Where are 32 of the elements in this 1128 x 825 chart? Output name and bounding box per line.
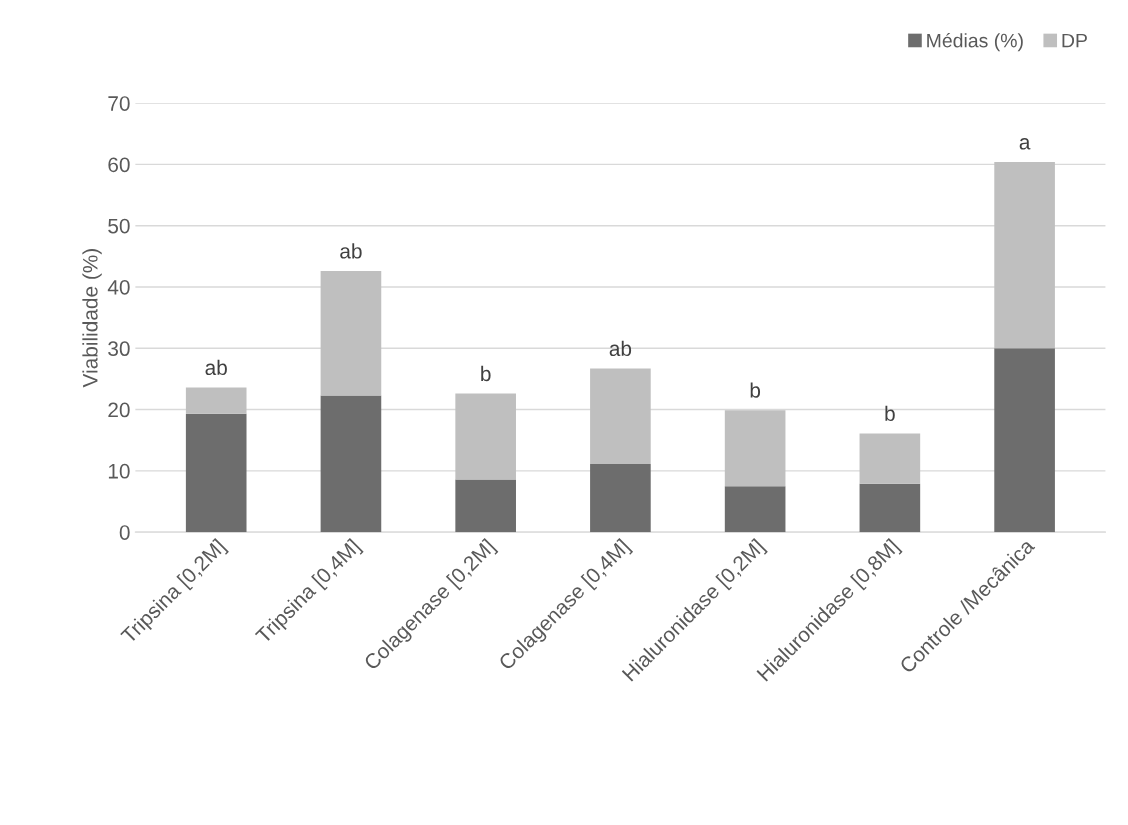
y-tick-label: 50 — [108, 218, 130, 234]
y-tick-label: 40 — [107, 279, 130, 295]
y-tick-label: 0 — [119, 525, 130, 540]
y-tick-label: 20 — [108, 402, 130, 418]
legend-label: DP — [1062, 33, 1087, 48]
bar — [994, 348, 1055, 533]
annotation: ab — [205, 359, 227, 376]
y-tick-label: 30 — [108, 341, 130, 357]
annotation: b — [885, 405, 895, 421]
annotation: a — [1019, 138, 1031, 150]
bar — [590, 368, 651, 465]
bar — [455, 393, 516, 480]
legend-label: Médias (%) — [927, 32, 1023, 52]
y-tick-label: 60 — [108, 157, 130, 173]
bar — [724, 410, 786, 487]
bar — [994, 161, 1055, 349]
annotation: b — [750, 382, 761, 398]
bar — [320, 271, 382, 396]
y-axis-title: Viabilidade (%) — [82, 249, 102, 388]
bar — [859, 433, 921, 484]
bar — [185, 387, 247, 414]
bar — [590, 464, 651, 533]
bar — [320, 395, 382, 533]
bar — [724, 486, 786, 533]
bar — [859, 483, 921, 533]
bar — [455, 479, 516, 533]
annotation: b — [481, 365, 491, 382]
y-tick-label: 70 — [108, 96, 130, 111]
y-tick-label: 10 — [108, 463, 130, 479]
annotation: ab — [609, 340, 632, 357]
bar — [185, 413, 247, 533]
annotation: ab — [340, 243, 362, 259]
